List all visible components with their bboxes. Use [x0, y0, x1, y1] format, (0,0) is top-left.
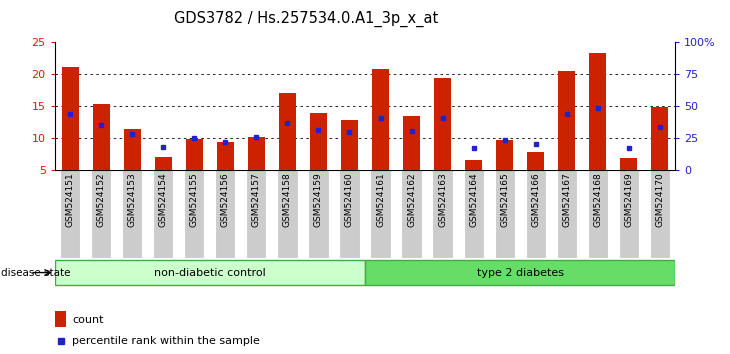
Bar: [60, 170, 80, 258]
Text: GDS3782 / Hs.257534.0.A1_3p_x_at: GDS3782 / Hs.257534.0.A1_3p_x_at: [174, 11, 439, 27]
Bar: [215, 170, 236, 258]
Text: GSM524167: GSM524167: [562, 172, 571, 227]
Bar: [620, 158, 637, 170]
Bar: [527, 152, 544, 170]
Text: GSM524158: GSM524158: [283, 172, 292, 227]
Text: GSM524160: GSM524160: [345, 172, 354, 227]
Text: count: count: [72, 315, 104, 325]
Text: GSM524163: GSM524163: [438, 172, 447, 227]
Bar: [55, 311, 66, 327]
Bar: [93, 104, 110, 170]
Bar: [246, 170, 266, 258]
Bar: [651, 108, 668, 170]
Text: GSM524168: GSM524168: [593, 172, 602, 227]
Text: type 2 diabetes: type 2 diabetes: [477, 268, 564, 278]
Bar: [55, 260, 365, 285]
Bar: [464, 170, 484, 258]
Text: non-diabetic control: non-diabetic control: [154, 268, 266, 278]
Bar: [339, 170, 360, 258]
Text: GSM524159: GSM524159: [314, 172, 323, 227]
Text: GSM524156: GSM524156: [221, 172, 230, 227]
Bar: [465, 160, 482, 170]
Text: GSM524170: GSM524170: [656, 172, 664, 227]
Bar: [308, 170, 328, 258]
Bar: [279, 93, 296, 170]
Bar: [650, 170, 670, 258]
Bar: [372, 69, 389, 170]
Text: GSM524162: GSM524162: [407, 172, 416, 227]
Bar: [153, 170, 174, 258]
Text: GSM524151: GSM524151: [66, 172, 74, 227]
Bar: [248, 137, 265, 170]
Bar: [432, 170, 453, 258]
Text: GSM524157: GSM524157: [252, 172, 261, 227]
Bar: [496, 140, 513, 170]
Text: GSM524153: GSM524153: [128, 172, 137, 227]
Bar: [155, 157, 172, 170]
Bar: [589, 53, 606, 170]
Text: GSM524164: GSM524164: [469, 172, 478, 227]
Bar: [556, 170, 577, 258]
Bar: [217, 142, 234, 170]
Bar: [402, 170, 422, 258]
Text: GSM524165: GSM524165: [500, 172, 509, 227]
Bar: [588, 170, 608, 258]
Text: GSM524166: GSM524166: [531, 172, 540, 227]
Bar: [434, 78, 451, 170]
Bar: [277, 170, 298, 258]
Bar: [403, 116, 420, 170]
Bar: [310, 113, 327, 170]
Bar: [341, 120, 358, 170]
Bar: [558, 71, 575, 170]
Bar: [370, 170, 391, 258]
Text: disease state: disease state: [1, 268, 70, 278]
Bar: [122, 170, 142, 258]
Text: GSM524169: GSM524169: [624, 172, 633, 227]
Text: GSM524155: GSM524155: [190, 172, 199, 227]
Bar: [184, 170, 204, 258]
Bar: [91, 170, 112, 258]
Text: GSM524152: GSM524152: [97, 172, 106, 227]
Text: percentile rank within the sample: percentile rank within the sample: [72, 336, 260, 346]
Bar: [494, 170, 515, 258]
Bar: [186, 139, 203, 170]
Text: GSM524161: GSM524161: [376, 172, 385, 227]
Bar: [526, 170, 546, 258]
Bar: [124, 129, 141, 170]
Text: GSM524154: GSM524154: [159, 172, 168, 227]
Bar: [365, 260, 675, 285]
Bar: [618, 170, 639, 258]
Bar: [62, 67, 79, 170]
